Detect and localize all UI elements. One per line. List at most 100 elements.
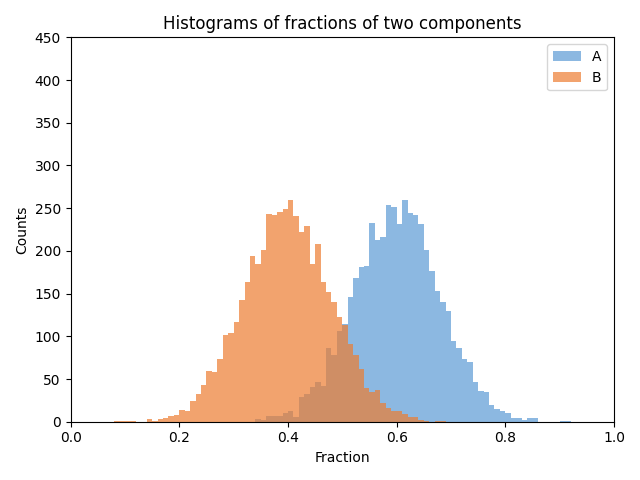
Bar bbox=[364, 388, 369, 422]
Bar bbox=[223, 335, 228, 422]
Bar bbox=[358, 369, 364, 422]
Bar bbox=[321, 386, 326, 422]
Bar bbox=[310, 264, 315, 422]
Bar bbox=[157, 419, 163, 422]
Bar bbox=[348, 344, 353, 422]
Bar bbox=[380, 403, 386, 422]
Bar bbox=[456, 348, 462, 422]
Bar bbox=[419, 420, 424, 422]
Bar bbox=[321, 283, 326, 422]
Bar bbox=[304, 394, 310, 422]
Bar bbox=[114, 421, 120, 422]
Bar bbox=[293, 216, 299, 422]
Bar bbox=[342, 324, 348, 422]
Bar bbox=[326, 348, 332, 422]
Bar bbox=[511, 418, 516, 422]
Bar bbox=[435, 421, 440, 422]
Bar bbox=[288, 410, 293, 422]
Bar bbox=[451, 341, 456, 422]
Bar bbox=[315, 383, 321, 422]
Bar bbox=[369, 223, 375, 422]
Bar bbox=[277, 212, 282, 422]
Bar bbox=[147, 419, 152, 422]
Bar bbox=[489, 405, 495, 422]
Bar bbox=[168, 416, 174, 422]
Bar bbox=[532, 418, 538, 422]
Bar bbox=[424, 250, 429, 422]
Bar bbox=[424, 421, 429, 422]
Bar bbox=[255, 264, 261, 422]
Bar bbox=[244, 283, 250, 422]
Bar bbox=[522, 420, 527, 422]
Bar bbox=[152, 421, 157, 422]
Bar bbox=[391, 207, 397, 422]
Bar bbox=[315, 244, 321, 422]
Bar bbox=[207, 372, 212, 422]
Bar bbox=[559, 421, 565, 422]
Bar bbox=[386, 408, 391, 422]
Bar bbox=[293, 417, 299, 422]
Bar bbox=[565, 421, 570, 422]
Bar bbox=[391, 411, 397, 422]
Bar bbox=[435, 291, 440, 422]
Bar bbox=[375, 240, 380, 422]
Bar bbox=[413, 417, 419, 422]
Bar bbox=[358, 267, 364, 422]
Bar bbox=[272, 416, 277, 422]
Bar bbox=[299, 397, 304, 422]
Bar bbox=[429, 271, 435, 422]
Bar bbox=[397, 225, 402, 422]
Bar bbox=[120, 421, 125, 422]
Bar bbox=[484, 392, 489, 422]
Bar bbox=[196, 395, 201, 422]
Bar bbox=[272, 215, 277, 422]
Bar bbox=[527, 418, 532, 422]
Bar bbox=[266, 416, 272, 422]
Bar bbox=[282, 209, 288, 422]
Bar bbox=[201, 385, 207, 422]
Bar bbox=[174, 415, 179, 422]
Bar bbox=[402, 200, 408, 422]
Bar bbox=[131, 421, 136, 422]
Bar bbox=[234, 322, 239, 422]
Bar bbox=[332, 302, 337, 422]
Legend: A, B: A, B bbox=[547, 44, 607, 90]
Bar bbox=[413, 215, 419, 422]
Bar bbox=[288, 200, 293, 422]
Bar bbox=[125, 421, 131, 422]
Bar bbox=[310, 387, 315, 422]
Bar bbox=[282, 413, 288, 422]
Bar bbox=[228, 333, 234, 422]
Bar bbox=[440, 302, 445, 422]
Bar bbox=[516, 418, 522, 422]
Bar bbox=[261, 420, 266, 422]
Bar bbox=[473, 383, 478, 422]
Bar bbox=[440, 421, 445, 422]
Bar bbox=[304, 226, 310, 422]
Bar bbox=[266, 214, 272, 422]
Bar bbox=[478, 391, 484, 422]
Bar bbox=[364, 266, 369, 422]
X-axis label: Fraction: Fraction bbox=[314, 451, 370, 465]
Bar bbox=[353, 278, 358, 422]
Bar bbox=[163, 418, 168, 422]
Bar bbox=[386, 205, 391, 422]
Bar bbox=[277, 416, 282, 422]
Bar bbox=[190, 401, 196, 422]
Bar bbox=[462, 360, 467, 422]
Bar bbox=[445, 311, 451, 422]
Bar bbox=[348, 297, 353, 422]
Bar bbox=[239, 300, 244, 422]
Bar bbox=[250, 256, 255, 422]
Bar bbox=[419, 224, 424, 422]
Bar bbox=[506, 413, 511, 422]
Bar bbox=[299, 232, 304, 422]
Bar bbox=[500, 411, 506, 422]
Bar bbox=[408, 213, 413, 422]
Bar bbox=[179, 410, 185, 422]
Bar bbox=[326, 292, 332, 422]
Bar bbox=[255, 419, 261, 422]
Bar bbox=[467, 362, 473, 422]
Bar bbox=[402, 414, 408, 422]
Title: Histograms of fractions of two components: Histograms of fractions of two component… bbox=[163, 15, 522, 33]
